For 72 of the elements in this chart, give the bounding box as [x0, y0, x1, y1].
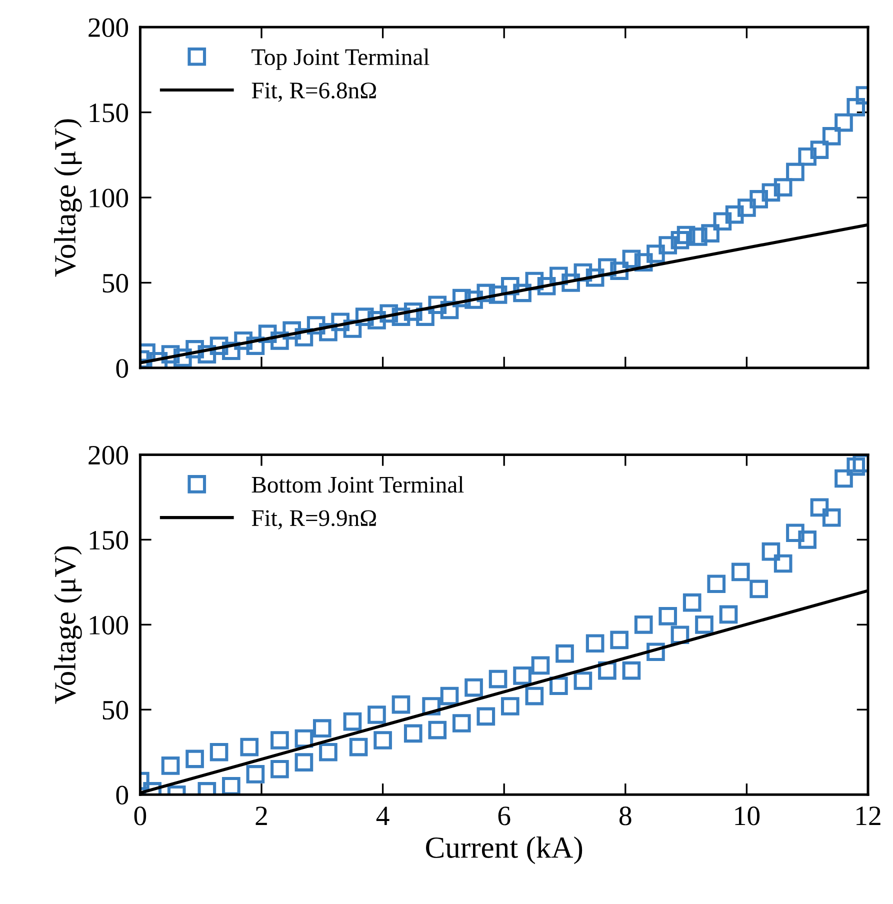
- point: [452, 714, 471, 732]
- point: [762, 542, 780, 561]
- point: [476, 707, 496, 726]
- y-tick-label: 200: [88, 446, 128, 465]
- point: [622, 661, 641, 680]
- point: [210, 742, 228, 762]
- point: [222, 776, 240, 795]
- point: [634, 615, 653, 634]
- point: [556, 644, 574, 663]
- x-axis-title: Current (kA): [426, 836, 582, 864]
- point: [428, 720, 447, 740]
- y-tick-label: 0: [116, 359, 128, 378]
- point: [774, 554, 792, 573]
- y-tick-label: 150: [90, 530, 128, 550]
- point: [586, 634, 604, 653]
- point: [695, 615, 714, 634]
- point: [343, 712, 362, 731]
- point: [719, 605, 738, 624]
- point: [270, 760, 289, 778]
- point: [798, 530, 817, 549]
- y-axis-title: Voltage (μV): [54, 119, 82, 277]
- point: [392, 695, 410, 714]
- point: [319, 742, 338, 762]
- legend-label: Fit, R=6.8nΩ: [252, 82, 376, 102]
- point: [186, 750, 204, 768]
- point: [822, 508, 841, 527]
- point: [161, 756, 180, 775]
- point: [750, 580, 768, 598]
- y-tick-label: 50: [102, 700, 128, 720]
- point: [349, 738, 368, 756]
- y-tick-label: 50: [102, 274, 128, 293]
- point: [368, 706, 386, 724]
- x-tick-label: 10: [735, 806, 760, 826]
- x-tick-label: 2: [256, 806, 267, 825]
- x-tick-label: 0: [134, 806, 146, 826]
- point: [707, 574, 726, 594]
- x-tick-label: 12: [856, 806, 880, 825]
- x-tick-label: 8: [620, 806, 632, 826]
- point: [464, 678, 483, 697]
- point: [731, 562, 750, 582]
- y-tick-label: 100: [90, 616, 128, 635]
- point: [525, 686, 544, 706]
- point: [374, 731, 392, 750]
- y-axis-title: Voltage (μV): [54, 546, 82, 704]
- point: [440, 686, 459, 706]
- legend-label: Top Joint Terminal: [252, 48, 430, 70]
- y-tick-label: 200: [88, 18, 128, 38]
- point: [246, 765, 265, 784]
- y-tick-label: 0: [116, 786, 128, 805]
- point: [240, 738, 259, 756]
- point: [682, 593, 702, 612]
- point: [834, 469, 853, 488]
- y-tick-label: 150: [90, 103, 128, 122]
- point: [810, 498, 829, 517]
- point: [513, 666, 532, 685]
- x-tick-label: 6: [498, 806, 510, 826]
- legend-label: Fit, R=9.9nΩ: [252, 510, 376, 530]
- point: [500, 697, 520, 716]
- point: [488, 670, 508, 688]
- point: [658, 607, 678, 626]
- point: [531, 656, 550, 675]
- point: [312, 719, 332, 738]
- point: [574, 672, 592, 690]
- legend-label: Bottom Joint Terminal: [252, 476, 464, 493]
- x-tick-label: 4: [376, 806, 390, 825]
- point: [270, 731, 289, 750]
- point: [294, 753, 314, 772]
- y-tick-label: 100: [90, 188, 128, 208]
- point: [404, 724, 422, 743]
- point: [846, 457, 866, 476]
- point: [786, 524, 804, 542]
- point: [610, 630, 628, 650]
